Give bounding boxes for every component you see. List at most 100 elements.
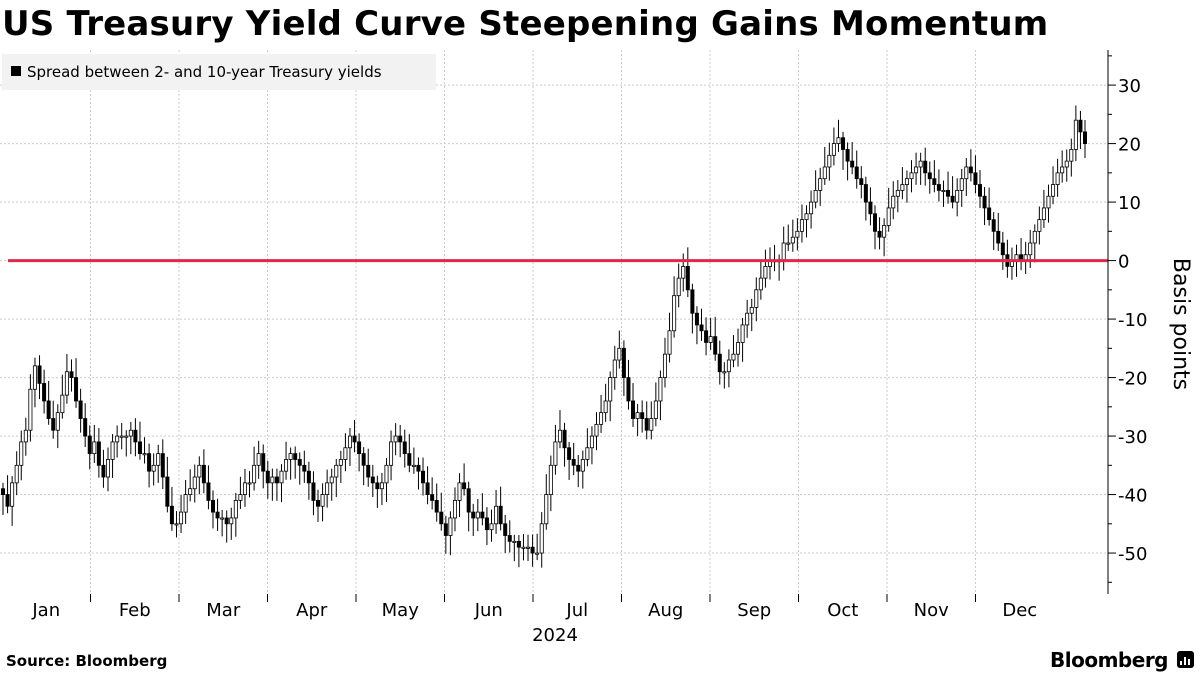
candle-body xyxy=(229,517,234,525)
legend: Spread between 2- and 10-year Treasury y… xyxy=(2,54,436,90)
candle-body xyxy=(366,464,371,478)
candle-body xyxy=(261,453,266,472)
candle-body xyxy=(526,546,531,549)
x-tick-label: Aug xyxy=(648,600,683,621)
candle-body xyxy=(361,453,366,466)
candle-body xyxy=(548,464,553,495)
candle-body xyxy=(763,266,768,279)
candle-body xyxy=(19,441,24,466)
candle-body xyxy=(941,189,946,192)
candle-body xyxy=(352,435,357,443)
candle-body xyxy=(0,488,6,495)
candle-body xyxy=(457,482,462,501)
candle-body xyxy=(804,213,809,221)
x-tick-label: Dec xyxy=(1002,600,1037,621)
candle-body xyxy=(831,143,836,156)
x-tick-label: Jun xyxy=(474,600,503,621)
candle-body xyxy=(850,160,855,168)
candle-body xyxy=(224,517,229,525)
x-tick-label: Jan xyxy=(31,600,60,621)
candle-body xyxy=(416,464,421,472)
candle-body xyxy=(147,453,152,472)
candle-body xyxy=(822,166,827,180)
candle-body xyxy=(421,470,426,484)
candle-body xyxy=(188,488,193,495)
candle-body xyxy=(818,178,823,191)
x-tick-label: Jul xyxy=(565,600,588,621)
candle-body xyxy=(288,453,293,460)
candle-body xyxy=(836,137,841,144)
y-tick-label: -50 xyxy=(1118,544,1147,565)
candle-body xyxy=(448,517,453,536)
candle-body xyxy=(882,225,887,238)
candle-body xyxy=(608,377,613,402)
candle-body xyxy=(110,441,115,460)
candle-body xyxy=(713,336,718,355)
candle-body xyxy=(859,178,864,185)
candle-body xyxy=(891,195,896,209)
candle-body xyxy=(626,377,631,402)
candle-body xyxy=(5,494,10,507)
candle-body xyxy=(425,482,430,495)
candle-body xyxy=(749,306,754,314)
candle-body xyxy=(927,172,932,180)
candle-body xyxy=(51,418,56,431)
candle-body xyxy=(758,277,763,291)
candle-body xyxy=(23,429,28,443)
candle-body xyxy=(996,230,1001,244)
candle-body xyxy=(603,400,608,414)
candle-body xyxy=(338,459,343,466)
candle-body xyxy=(201,464,206,484)
y-tick-label: 30 xyxy=(1118,76,1141,97)
candle-body xyxy=(699,324,704,332)
candle-body xyxy=(238,494,243,501)
candle-body xyxy=(649,418,654,431)
candle-body xyxy=(562,429,567,449)
candle-body xyxy=(918,160,923,168)
candle-body xyxy=(334,464,339,478)
candle-body xyxy=(274,476,279,484)
candle-body xyxy=(101,464,106,478)
candle-body xyxy=(293,453,298,460)
candle-body xyxy=(685,266,690,291)
candle-body xyxy=(14,464,19,484)
candle-body xyxy=(617,347,622,361)
candle-body xyxy=(567,447,572,460)
candle-body xyxy=(475,511,480,519)
candle-body xyxy=(133,429,138,443)
candle-body xyxy=(242,482,247,495)
candle-body xyxy=(964,166,969,180)
candle-body xyxy=(708,336,713,343)
y-tick-label: -20 xyxy=(1118,369,1147,390)
candle-body xyxy=(886,207,891,226)
candle-body xyxy=(658,377,663,402)
candle-body xyxy=(717,353,722,373)
candle-body xyxy=(443,523,448,536)
candle-body xyxy=(854,166,859,180)
y-axis: -50 -40 -30 -20 -10 0 10 20 30 xyxy=(1107,50,1147,594)
candle-body xyxy=(571,459,576,466)
y-tick-label: -30 xyxy=(1118,427,1147,448)
candle-body xyxy=(439,511,444,525)
x-tick-label: Sep xyxy=(737,600,771,621)
candle-body xyxy=(325,482,330,495)
candle-body xyxy=(247,482,252,485)
candle-body xyxy=(183,494,188,513)
candle-body xyxy=(662,353,667,378)
candle-body xyxy=(809,201,814,215)
candle-body xyxy=(106,459,111,478)
candle-body xyxy=(370,476,375,484)
candle-body xyxy=(494,505,499,525)
candles-layer xyxy=(0,105,1088,568)
candle-body xyxy=(1000,242,1005,256)
x-tick-label: Nov xyxy=(914,600,949,621)
candle-body xyxy=(740,324,745,343)
candle-body xyxy=(37,365,42,384)
candle-body xyxy=(142,453,147,456)
candle-body xyxy=(872,213,877,232)
candle-body xyxy=(813,189,818,203)
candle-body xyxy=(1041,207,1046,221)
candle-body xyxy=(877,230,882,238)
candle-body xyxy=(987,207,992,221)
candle-body xyxy=(653,400,658,419)
